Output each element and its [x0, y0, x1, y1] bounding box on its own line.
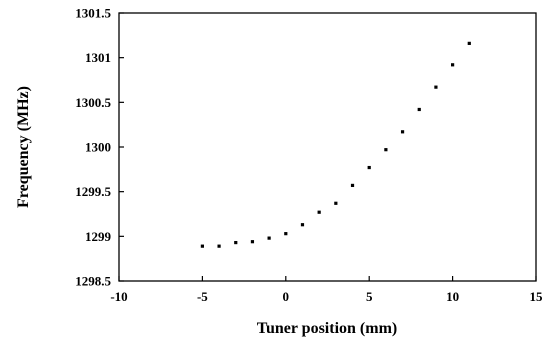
data-point — [384, 148, 388, 152]
y-tick-label: 1299.5 — [75, 184, 111, 199]
y-axis-title: Frequency (MHz) — [15, 86, 32, 208]
y-tick-label: 1301 — [85, 50, 111, 65]
data-point — [317, 210, 321, 214]
x-tick-label: -5 — [197, 289, 208, 304]
y-tick-label: 1300.5 — [75, 95, 111, 110]
y-tick-label: 1300 — [85, 140, 111, 155]
data-points — [200, 41, 471, 248]
data-point — [250, 240, 255, 244]
data-point — [434, 85, 438, 89]
plot-frame — [118, 12, 537, 282]
data-point — [200, 244, 204, 248]
data-point — [267, 236, 271, 240]
data-point — [367, 165, 371, 170]
y-tick-label: 1298.5 — [75, 274, 111, 289]
data-point — [284, 232, 288, 236]
data-point — [467, 41, 471, 45]
data-point — [234, 240, 238, 245]
x-tick-label: -10 — [110, 289, 127, 304]
x-tick-label: 15 — [530, 289, 544, 304]
x-axis-title: Tuner position (mm) — [257, 320, 397, 337]
data-point — [217, 244, 221, 248]
data-point — [334, 201, 338, 205]
x-tick-label: 10 — [446, 289, 459, 304]
x-tick-label: 5 — [366, 289, 373, 304]
data-point — [417, 107, 421, 112]
data-point — [451, 63, 455, 67]
x-tick-label: 0 — [283, 289, 290, 304]
data-point — [300, 223, 305, 227]
x-axis-ticks: -10 -5 0 5 10 15 — [110, 276, 543, 304]
y-axis-ticks: 1298.5 1299 1299.5 1300 1300.5 1301 1301.5 — [75, 6, 124, 289]
data-point — [400, 130, 405, 134]
y-tick-label: 1299 — [85, 229, 112, 244]
data-point — [350, 183, 355, 188]
y-tick-label: 1301.5 — [75, 6, 111, 21]
